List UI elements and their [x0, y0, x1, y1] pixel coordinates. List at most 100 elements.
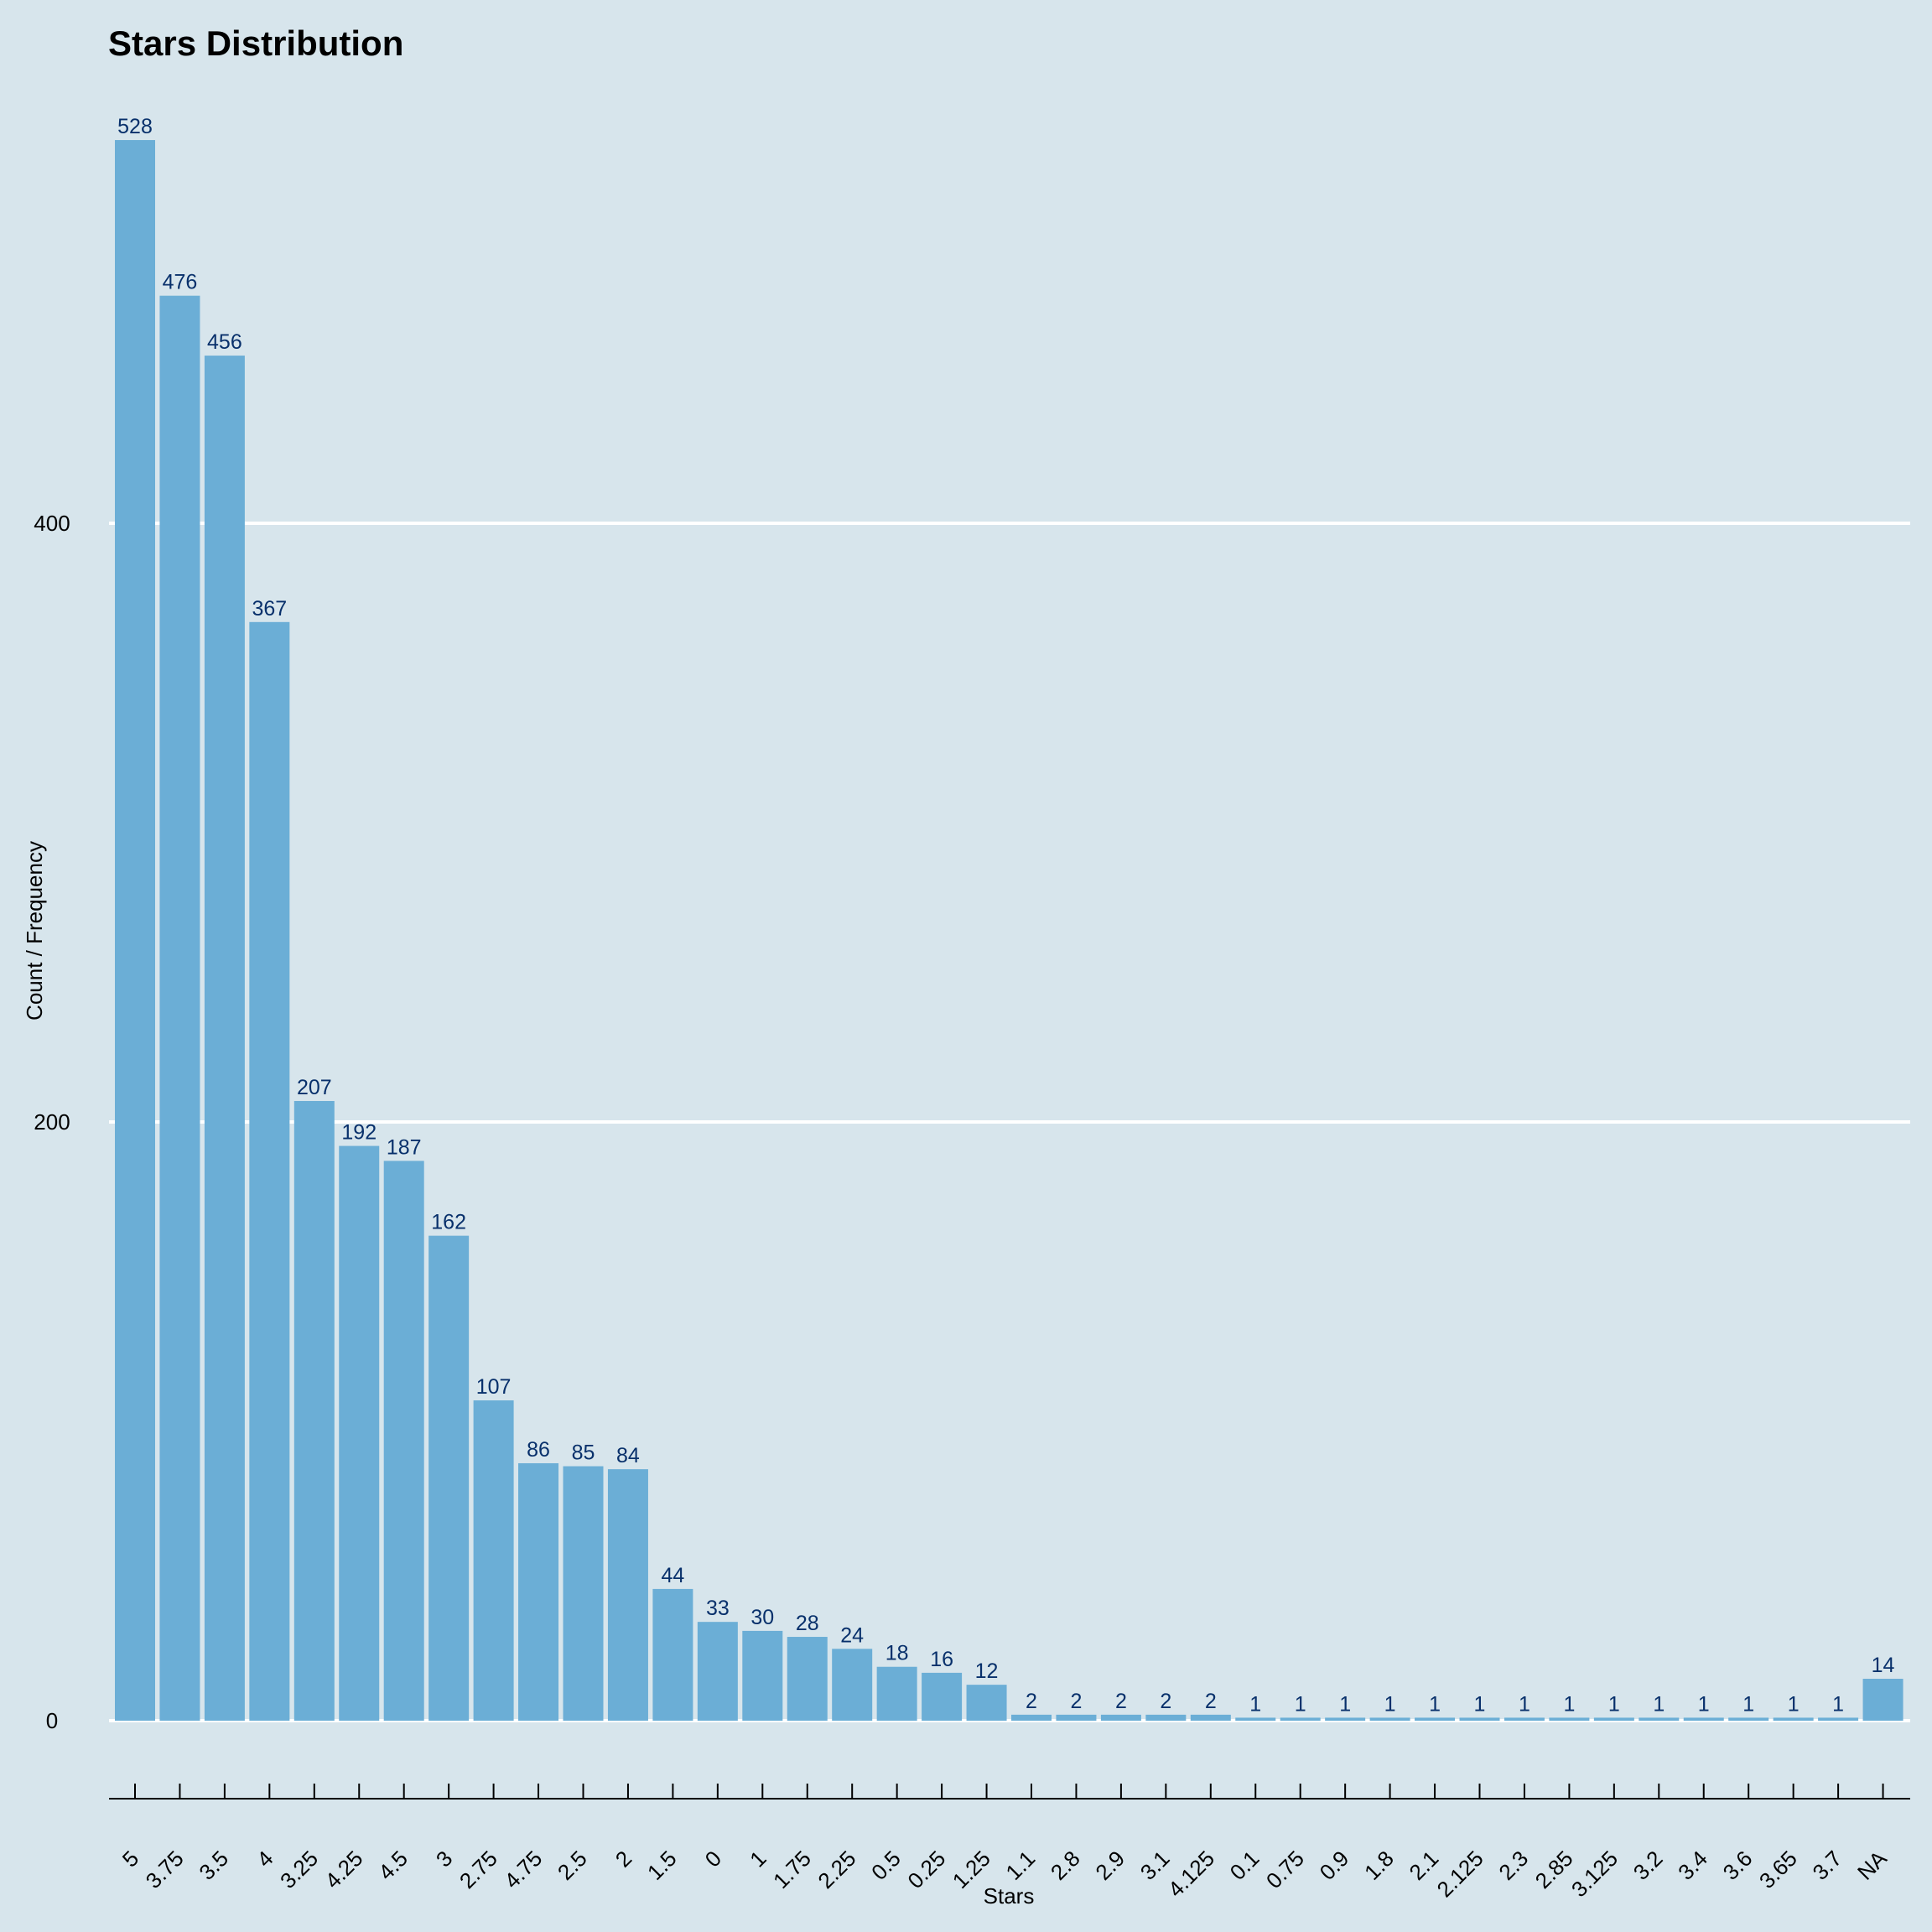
- bar-2.1: [1415, 1717, 1456, 1721]
- bar-2.25: [832, 1649, 873, 1721]
- x-tick-label-4.5: 4.5: [373, 1846, 413, 1885]
- bar-2.125: [1459, 1717, 1500, 1721]
- value-label-1: 30: [750, 1606, 774, 1629]
- x-tick-label-3.6: 3.6: [1718, 1846, 1758, 1885]
- value-label-2.9: 2: [1115, 1690, 1127, 1713]
- bar-2.8: [1056, 1714, 1097, 1721]
- value-label-3.25: 207: [297, 1076, 332, 1099]
- x-tick-label-0.1: 0.1: [1225, 1846, 1265, 1885]
- value-label-4.5: 187: [387, 1135, 422, 1159]
- x-tick-label-5: 5: [117, 1846, 143, 1872]
- value-label-0: 33: [706, 1597, 730, 1620]
- x-tick-label-0.9: 0.9: [1315, 1846, 1354, 1885]
- x-tick-label-1.1: 1.1: [1000, 1846, 1040, 1885]
- x-tick-label-2.3: 2.3: [1493, 1846, 1533, 1885]
- x-tick-label-2: 2: [610, 1846, 636, 1872]
- x-tick-label-3.7: 3.7: [1808, 1846, 1847, 1885]
- x-tick-label-3.25: 3.25: [275, 1846, 323, 1893]
- value-label-2.3: 1: [1519, 1692, 1530, 1716]
- chart-title: Stars Distribution: [108, 23, 403, 63]
- bar-1.8: [1369, 1717, 1410, 1721]
- bar-2.75: [473, 1400, 514, 1721]
- value-label-3.65: 1: [1788, 1692, 1800, 1716]
- bar-2.85: [1549, 1717, 1590, 1721]
- value-label-3.6: 1: [1742, 1692, 1754, 1716]
- value-label-5: 528: [117, 115, 153, 138]
- value-label-3.4: 1: [1698, 1692, 1710, 1716]
- x-tick-label-2.25: 2.25: [813, 1846, 860, 1893]
- value-label-4.25: 192: [341, 1121, 377, 1145]
- value-label-2.25: 24: [840, 1623, 864, 1647]
- x-tick-label-4.75: 4.75: [499, 1846, 547, 1893]
- value-label-1.1: 2: [1026, 1690, 1037, 1713]
- x-tick-label-2.125: 2.125: [1432, 1846, 1488, 1902]
- bar-2: [607, 1469, 648, 1721]
- x-tick-label-3.2: 3.2: [1628, 1846, 1668, 1885]
- bar-0.1: [1235, 1717, 1276, 1721]
- value-label-2.75: 107: [476, 1375, 512, 1399]
- value-label-1.5: 44: [661, 1564, 684, 1587]
- x-tick-label-0.75: 0.75: [1261, 1846, 1309, 1893]
- x-tick-label-3.75: 3.75: [141, 1846, 189, 1893]
- bar-3.2: [1639, 1717, 1680, 1721]
- value-label-4.75: 86: [527, 1438, 550, 1462]
- x-tick-label-2.8: 2.8: [1046, 1846, 1085, 1885]
- x-tick-label-1.75: 1.75: [768, 1846, 816, 1893]
- x-tick-label-3.4: 3.4: [1673, 1846, 1712, 1885]
- x-tick-label-3.125: 3.125: [1566, 1846, 1623, 1902]
- bar-5: [115, 140, 155, 1721]
- bar-3.75: [159, 295, 200, 1722]
- value-label-1.25: 12: [975, 1659, 999, 1683]
- bar-3: [428, 1235, 470, 1721]
- bar-3.5: [204, 356, 245, 1722]
- bar-2.3: [1504, 1717, 1545, 1721]
- value-label-NA: 14: [1872, 1654, 1895, 1677]
- value-label-3: 162: [431, 1211, 466, 1234]
- bar-0.25: [922, 1672, 963, 1721]
- value-label-0.25: 16: [930, 1648, 953, 1671]
- value-label-3.125: 1: [1608, 1692, 1620, 1716]
- x-tick-label-3: 3: [431, 1846, 457, 1872]
- x-tick-label-2.5: 2.5: [553, 1846, 592, 1885]
- value-label-2.8: 2: [1070, 1690, 1082, 1713]
- bar-4.75: [518, 1462, 559, 1721]
- bar-4.5: [383, 1161, 424, 1721]
- x-tick-label-2.75: 2.75: [454, 1846, 502, 1893]
- bars: [115, 140, 1903, 1722]
- bar-0.75: [1280, 1717, 1321, 1721]
- value-label-4.125: 2: [1205, 1690, 1217, 1713]
- value-label-3.75: 476: [163, 271, 198, 294]
- bar-4.125: [1190, 1714, 1231, 1721]
- y-tick-label-200: 200: [34, 1109, 70, 1135]
- x-tick-label-4.25: 4.25: [319, 1846, 367, 1893]
- value-label-0.5: 18: [886, 1642, 909, 1665]
- value-label-0.1: 1: [1249, 1692, 1261, 1716]
- bar-2.5: [563, 1466, 604, 1721]
- x-tick-label-1.8: 1.8: [1359, 1846, 1399, 1885]
- bar-3.65: [1773, 1717, 1814, 1721]
- bar-4.25: [339, 1145, 380, 1721]
- y-axis-ticks: 0 200 400: [34, 511, 70, 1733]
- value-label-1.8: 1: [1384, 1692, 1396, 1716]
- x-tick-label-0.25: 0.25: [902, 1846, 950, 1893]
- x-tick-label-3.5: 3.5: [194, 1846, 233, 1885]
- x-tick-label-1.5: 1.5: [642, 1846, 682, 1885]
- bar-1.75: [787, 1637, 828, 1721]
- x-tick-label-0: 0: [700, 1846, 726, 1872]
- bar-3.125: [1593, 1717, 1634, 1721]
- value-label-2.5: 85: [572, 1441, 595, 1465]
- value-label-1.75: 28: [796, 1612, 819, 1635]
- bar-2.9: [1100, 1714, 1141, 1721]
- value-label-2.85: 1: [1563, 1692, 1575, 1716]
- bar-NA: [1862, 1679, 1903, 1721]
- bar-3.6: [1728, 1717, 1769, 1721]
- bar-3.7: [1818, 1717, 1859, 1721]
- value-label-0.9: 1: [1339, 1692, 1351, 1716]
- y-axis-label: Count / Frequency: [22, 841, 47, 1021]
- bar-0.5: [876, 1666, 917, 1721]
- x-tick-label-4: 4: [252, 1846, 278, 1872]
- bar-1: [742, 1630, 783, 1721]
- value-label-2: 84: [616, 1444, 640, 1467]
- y-tick-label-0: 0: [46, 1708, 58, 1733]
